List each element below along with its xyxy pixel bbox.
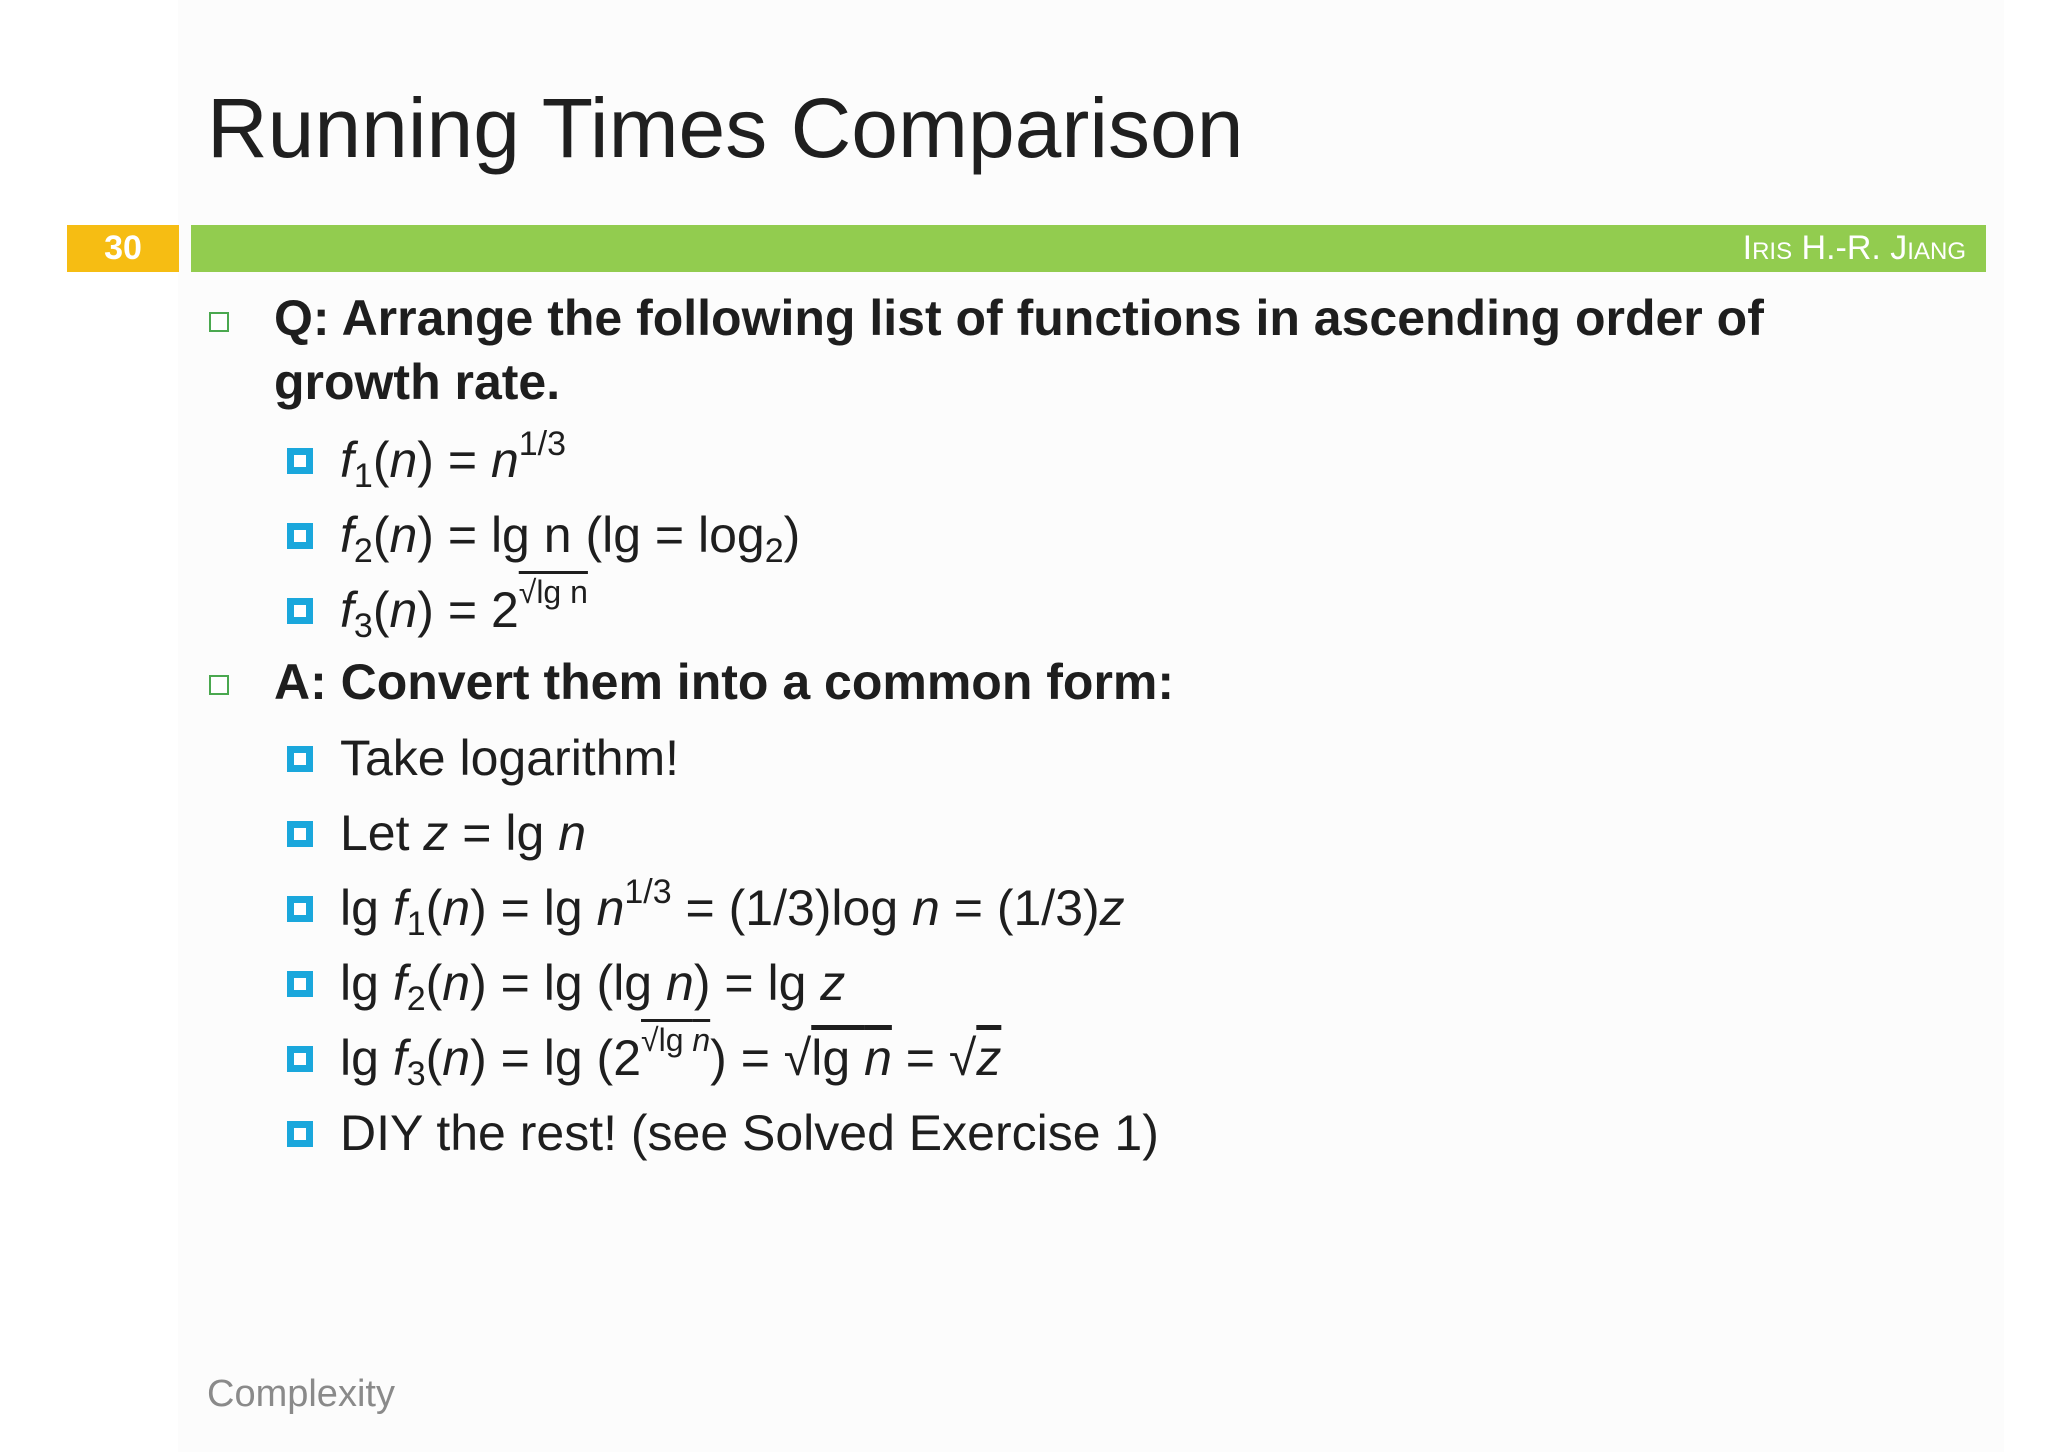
bullet-icon xyxy=(287,821,313,847)
bullet-icon xyxy=(287,971,313,997)
answer-item-1: Take logarithm! xyxy=(340,730,680,786)
answer-item-5: lg f3(n) = lg (2√lg n) = √lg n = √z xyxy=(340,1022,1002,1093)
bullet-icon xyxy=(287,448,313,474)
slide-title: Running Times Comparison xyxy=(207,81,1244,175)
slide-panel xyxy=(178,0,2004,1452)
answer-item-4: lg f2(n) = lg (lg n) = lg z xyxy=(340,955,846,1018)
bullet-icon xyxy=(287,523,313,549)
answer-item-3: lg f1(n) = lg n1/3 = (1/3)log n = (1/3)z xyxy=(340,873,1125,943)
answer-item-6: DIY the rest! (see Solved Exercise 1) xyxy=(340,1105,1159,1161)
answer-heading: A: Convert them into a common form: xyxy=(274,654,1175,710)
bullet-icon xyxy=(287,896,313,922)
bullet-icon xyxy=(287,1121,313,1147)
page-number-badge: 30 xyxy=(67,225,179,272)
question-line-1: Q: Arrange the following list of functio… xyxy=(274,290,1764,346)
author-name: Iris H.-R. Jiang xyxy=(1742,229,1966,267)
answer-item-2: Let z = lg n xyxy=(340,805,587,861)
function-f1: f1(n) = n1/3 xyxy=(340,425,567,495)
bullet-icon xyxy=(287,598,313,624)
function-f3: f3(n) = 2√lg n xyxy=(340,574,588,645)
bullet-icon xyxy=(287,1046,313,1072)
question-line-2: growth rate. xyxy=(274,354,561,410)
function-f2: f2(n) = lg n (lg = log2) xyxy=(340,507,801,570)
bullet-square-icon xyxy=(209,675,229,695)
bullet-square-icon xyxy=(209,312,229,332)
footer-label: Complexity xyxy=(207,1373,395,1415)
header-bar: Iris H.-R. Jiang xyxy=(191,225,1986,272)
bullet-icon xyxy=(287,746,313,772)
